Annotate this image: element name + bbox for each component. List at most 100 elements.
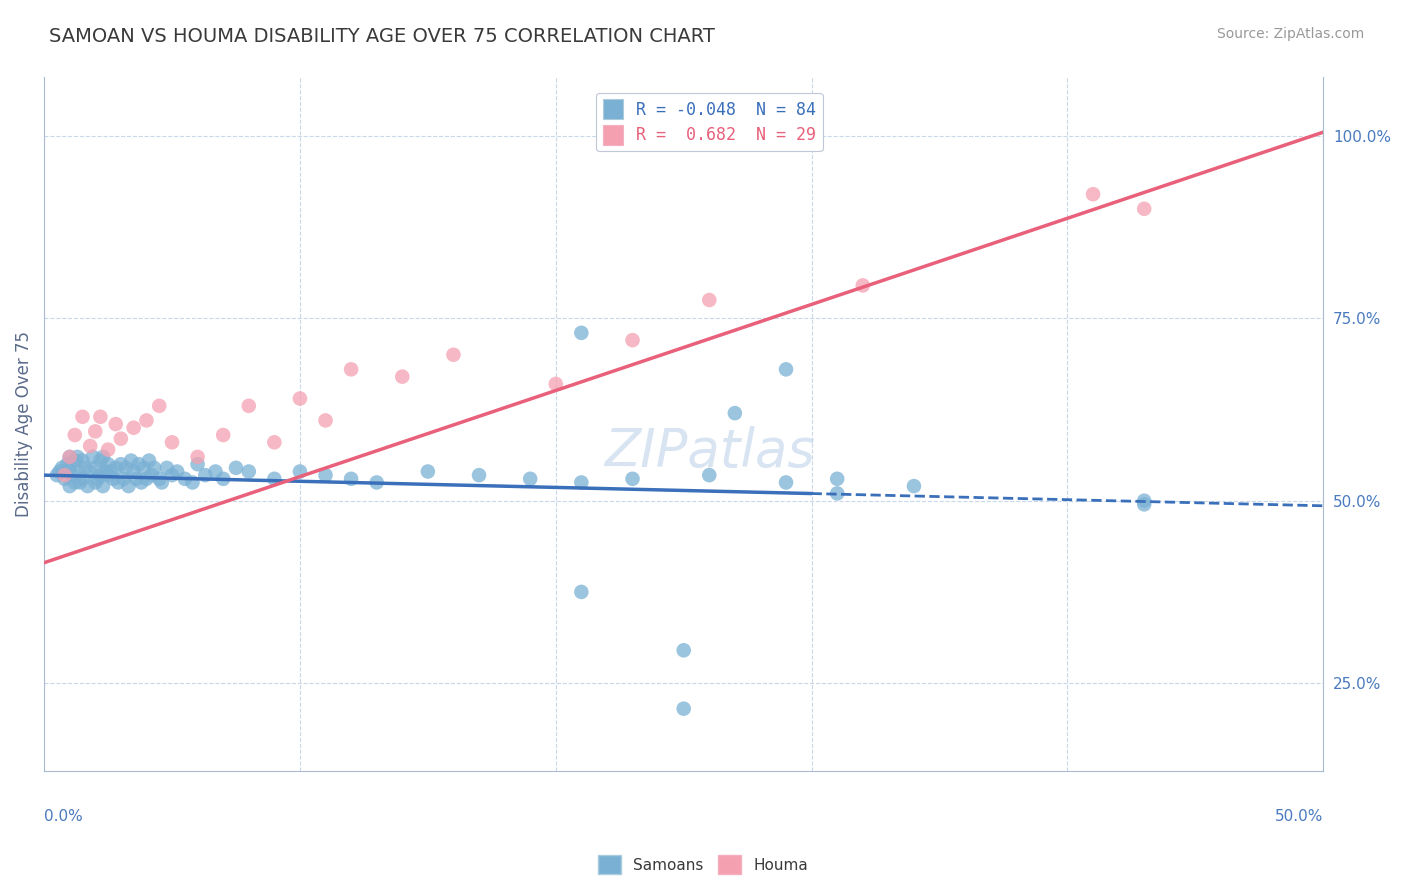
Point <box>166 465 188 479</box>
Point <box>128 457 150 471</box>
Point <box>187 457 209 471</box>
Point <box>117 479 139 493</box>
Point <box>72 453 94 467</box>
Point <box>97 468 120 483</box>
Point <box>621 333 644 347</box>
Point <box>120 453 142 467</box>
Point <box>89 409 111 424</box>
Point <box>97 457 120 471</box>
Point <box>59 461 82 475</box>
Point <box>468 468 491 483</box>
Point <box>72 409 94 424</box>
Point <box>391 369 413 384</box>
Point <box>107 475 129 490</box>
Point <box>443 348 465 362</box>
Point <box>212 428 235 442</box>
Point <box>903 479 925 493</box>
Point <box>288 465 311 479</box>
Point <box>340 472 363 486</box>
Point <box>204 465 226 479</box>
Point <box>91 479 114 493</box>
Point <box>122 465 145 479</box>
Point <box>775 362 797 376</box>
Point <box>112 472 135 486</box>
Point <box>104 417 127 431</box>
Point <box>263 435 285 450</box>
Point <box>63 475 86 490</box>
Point <box>569 585 592 599</box>
Point <box>59 450 82 464</box>
Point <box>569 326 592 340</box>
Point <box>76 479 98 493</box>
Point <box>59 479 82 493</box>
Point <box>672 643 695 657</box>
Text: SAMOAN VS HOUMA DISABILITY AGE OVER 75 CORRELATION CHART: SAMOAN VS HOUMA DISABILITY AGE OVER 75 C… <box>49 27 716 45</box>
Point <box>340 362 363 376</box>
Point <box>160 468 183 483</box>
Point <box>110 457 132 471</box>
Point <box>212 472 235 486</box>
Point <box>160 435 183 450</box>
Point <box>288 392 311 406</box>
Point <box>94 465 117 479</box>
Legend: Samoans, Houma: Samoans, Houma <box>592 849 814 880</box>
Point <box>315 413 337 427</box>
Point <box>724 406 747 420</box>
Point <box>315 468 337 483</box>
Point <box>697 293 720 307</box>
Point <box>1133 497 1156 511</box>
Point <box>1133 202 1156 216</box>
Point <box>79 439 101 453</box>
Point <box>89 453 111 467</box>
Point <box>621 472 644 486</box>
Point <box>143 461 166 475</box>
Point <box>66 450 89 464</box>
Point <box>181 475 204 490</box>
Point <box>60 468 83 483</box>
Point <box>48 465 70 479</box>
Point <box>135 472 157 486</box>
Point <box>263 472 285 486</box>
Point <box>82 450 104 464</box>
Point <box>131 475 153 490</box>
Point <box>238 465 260 479</box>
Point <box>91 450 114 464</box>
Point <box>97 442 120 457</box>
Point <box>775 475 797 490</box>
Point <box>59 450 82 464</box>
Point <box>672 701 695 715</box>
Point <box>148 472 170 486</box>
Point <box>1133 493 1156 508</box>
Point <box>825 472 848 486</box>
Point <box>125 472 148 486</box>
Point <box>115 461 138 475</box>
Point <box>53 468 76 483</box>
Point <box>225 461 247 475</box>
Point <box>825 486 848 500</box>
Text: ZIPatlas: ZIPatlas <box>603 425 814 478</box>
Point <box>84 425 107 439</box>
Legend: R = -0.048  N = 84, R =  0.682  N = 29: R = -0.048 N = 84, R = 0.682 N = 29 <box>596 93 823 152</box>
Point <box>110 432 132 446</box>
Point <box>66 465 89 479</box>
Point <box>84 475 107 490</box>
Point <box>173 472 195 486</box>
Y-axis label: Disability Age Over 75: Disability Age Over 75 <box>15 331 32 517</box>
Point <box>87 472 110 486</box>
Point <box>135 413 157 427</box>
Point <box>79 465 101 479</box>
Point <box>89 468 111 483</box>
Point <box>238 399 260 413</box>
Point <box>100 465 122 479</box>
Point <box>194 468 217 483</box>
Point <box>45 468 67 483</box>
Text: Source: ZipAtlas.com: Source: ZipAtlas.com <box>1216 27 1364 41</box>
Point <box>63 428 86 442</box>
Point <box>103 472 125 486</box>
Point <box>544 376 567 391</box>
Point <box>141 468 163 483</box>
Point <box>51 461 73 475</box>
Point <box>156 461 179 475</box>
Point <box>150 475 173 490</box>
Point <box>148 399 170 413</box>
